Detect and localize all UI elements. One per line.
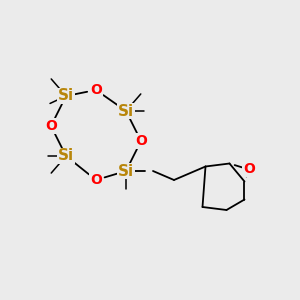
Text: O: O bbox=[90, 173, 102, 187]
Text: O: O bbox=[135, 134, 147, 148]
Text: O: O bbox=[243, 163, 255, 176]
Text: Si: Si bbox=[118, 164, 134, 178]
Text: Si: Si bbox=[118, 103, 134, 118]
Text: Si: Si bbox=[58, 88, 74, 104]
Text: O: O bbox=[45, 119, 57, 133]
Text: O: O bbox=[90, 83, 102, 97]
Text: Si: Si bbox=[58, 148, 74, 164]
